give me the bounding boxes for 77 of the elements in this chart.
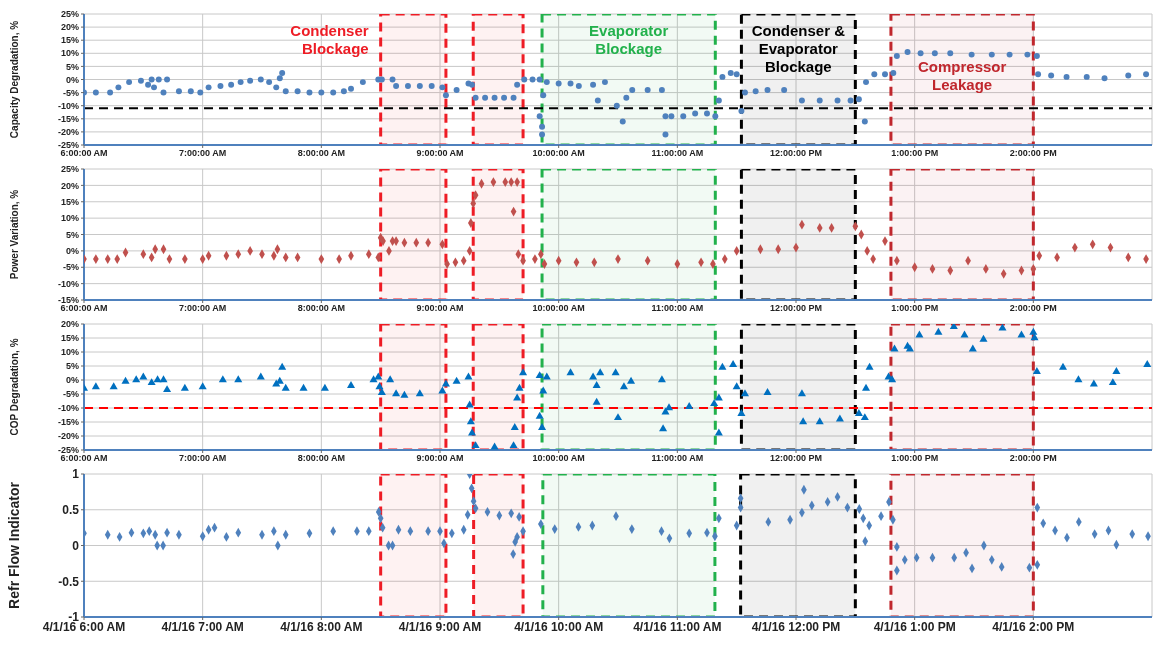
- y-tick-label: 10%: [60, 347, 79, 358]
- y-axis-title: Capacity Degradation, %: [8, 20, 20, 139]
- x-tick-label: 10:00:00 AM: [532, 148, 585, 159]
- x-tick-label: 6:00:00 AM: [60, 303, 108, 314]
- x-tick-label: 8:00:00 AM: [297, 148, 345, 159]
- x-tick-label: 7:00:00 AM: [179, 148, 227, 159]
- y-tick-label: -10%: [57, 100, 79, 111]
- x-tick-label: 12:00:00 PM: [769, 148, 823, 159]
- x-tick-label: 2:00:00 PM: [1009, 303, 1057, 314]
- y-tick-label: 15%: [60, 196, 79, 207]
- y-tick-label: 0: [72, 538, 80, 553]
- y-tick-label: -0.5: [58, 574, 80, 589]
- band-label: Compressor Leakage: [917, 57, 1007, 93]
- x-tick-label: 4/1/16 2:00 PM: [992, 619, 1075, 634]
- x-tick-label: 4/1/16 1:00 PM: [873, 619, 956, 634]
- y-tick-label: 15%: [60, 333, 79, 344]
- band-label: Condenser & Evaporator Blockage: [751, 22, 846, 75]
- x-tick-label: 4/1/16 11:00 AM: [633, 619, 722, 634]
- x-tick-label: 11:00:00 AM: [651, 148, 704, 159]
- x-tick-label: 1:00:00 PM: [891, 453, 939, 464]
- y-tick-label: -10%: [57, 403, 79, 414]
- y-tick-label: 0%: [65, 246, 79, 257]
- x-tick-label: 10:00:00 AM: [532, 453, 585, 464]
- y-tick-label: 5%: [65, 229, 79, 240]
- y-tick-label: 10%: [60, 213, 79, 224]
- x-tick-label: 1:00:00 PM: [891, 303, 939, 314]
- x-tick-label: 11:00:00 AM: [651, 303, 704, 314]
- y-tick-label: -5%: [62, 262, 79, 273]
- x-tick-label: 1:00:00 PM: [891, 148, 939, 159]
- x-tick-label: 12:00:00 PM: [769, 453, 823, 464]
- y-tick-label: 25%: [60, 164, 79, 175]
- y-tick-label: 20%: [60, 319, 79, 330]
- y-tick-label: 0%: [65, 74, 79, 85]
- y-tick-label: -5%: [62, 389, 79, 400]
- x-tick-label: 4/1/16 7:00 AM: [161, 619, 244, 634]
- x-tick-label: 4/1/16 8:00 AM: [280, 619, 363, 634]
- x-tick-label: 9:00:00 AM: [416, 303, 464, 314]
- y-tick-label: 25%: [60, 9, 79, 20]
- x-tick-label: 12:00:00 PM: [769, 303, 823, 314]
- y-axis-title: Refr Flow Indicator: [5, 481, 22, 609]
- y-tick-label: 10%: [60, 48, 79, 59]
- x-tick-label: 4/1/16 12:00 PM: [751, 619, 841, 634]
- y-tick-label: -10%: [57, 278, 79, 289]
- y-tick-label: 5%: [65, 361, 79, 372]
- x-tick-label: 8:00:00 AM: [297, 453, 345, 464]
- band-label: Condenser Blockage: [290, 22, 369, 57]
- x-tick-label: 6:00:00 AM: [60, 148, 108, 159]
- y-tick-label: 1: [72, 467, 80, 482]
- x-tick-label: 9:00:00 AM: [416, 453, 464, 464]
- x-tick-label: 4/1/16 9:00 AM: [398, 619, 482, 634]
- y-axis-title: COP Degradation, %: [8, 338, 20, 436]
- y-tick-label: -15%: [57, 114, 79, 124]
- x-tick-label: 11:00:00 AM: [651, 453, 704, 464]
- y-tick-label: -20%: [57, 127, 79, 138]
- x-tick-label: 6:00:00 AM: [60, 453, 108, 464]
- y-tick-label: 15%: [60, 35, 79, 46]
- y-tick-label: -15%: [57, 295, 79, 306]
- y-tick-label: 0%: [65, 375, 79, 386]
- y-tick-label: 0.5: [62, 503, 80, 518]
- y-tick-label: -5%: [62, 87, 79, 98]
- x-tick-label: 8:00:00 AM: [297, 303, 345, 314]
- x-tick-label: 2:00:00 PM: [1009, 148, 1057, 159]
- y-tick-label: -25%: [57, 140, 79, 151]
- band-label: Evaporator Blockage: [589, 22, 669, 57]
- y-tick-label: 20%: [60, 22, 79, 33]
- y-tick-label: 5%: [65, 61, 79, 72]
- x-tick-label: 7:00:00 AM: [179, 453, 227, 464]
- x-tick-label: 9:00:00 AM: [416, 148, 464, 159]
- y-tick-label: -25%: [57, 445, 79, 456]
- y-tick-label: -15%: [57, 417, 79, 428]
- x-tick-label: 4/1/16 10:00 AM: [514, 619, 604, 634]
- x-tick-label: 10:00:00 AM: [532, 303, 585, 314]
- x-tick-label: 7:00:00 AM: [179, 303, 227, 314]
- y-tick-label: 20%: [60, 180, 79, 191]
- y-tick-label: -20%: [57, 431, 79, 442]
- x-tick-label: 2:00:00 PM: [1009, 453, 1057, 464]
- y-axis-title: Power Variation, %: [8, 189, 20, 280]
